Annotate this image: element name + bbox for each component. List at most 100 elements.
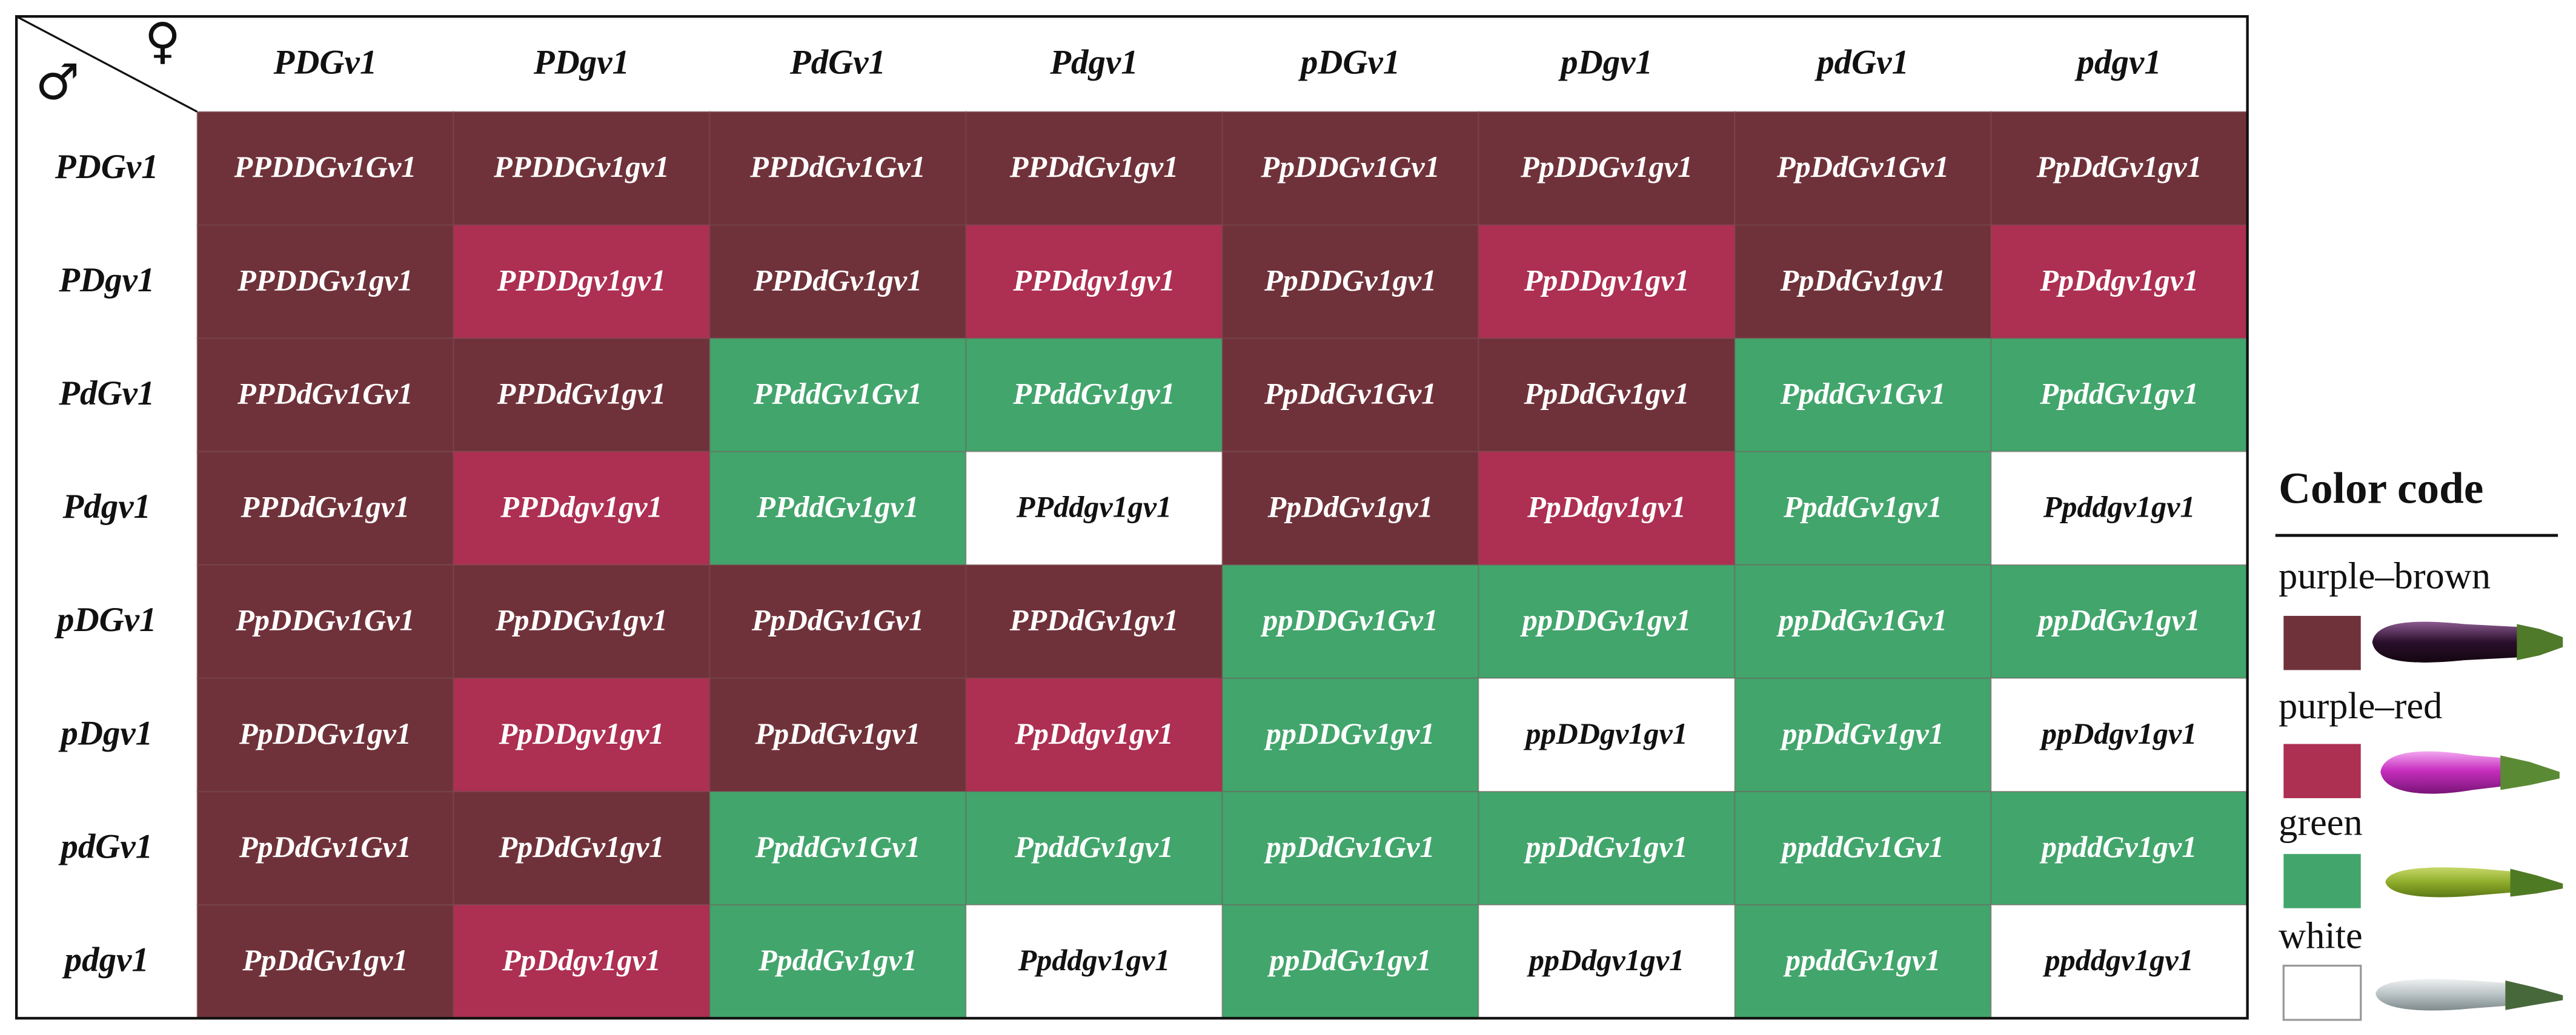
cell <box>453 111 711 226</box>
cell <box>1221 564 1479 680</box>
cell-genotype: PpDdGv1Gv1 <box>1776 150 1949 184</box>
cell-genotype: PpDdGv1gv1 <box>1780 263 1946 297</box>
cell <box>1990 904 2248 1019</box>
cell <box>196 111 454 226</box>
cell-genotype: PpDdGv1gv1 <box>2036 150 2202 184</box>
cell-genotype: PPDdGv1Gv1 <box>749 150 926 184</box>
male-symbol: ♂ <box>35 53 79 111</box>
cell <box>453 791 711 906</box>
cell <box>1478 337 1736 452</box>
cell-genotype: ppddgv1gv1 <box>2043 943 2194 977</box>
cell-genotype: ppDDgv1gv1 <box>1523 716 1687 750</box>
cell <box>709 337 967 452</box>
cell <box>1990 564 2248 680</box>
cell-genotype: PPDdGv1gv1 <box>1009 603 1179 637</box>
cell <box>1478 111 1736 226</box>
cell-genotype: PpDDGv1Gv1 <box>235 603 414 637</box>
cell-genotype: PpDdGv1Gv1 <box>239 830 411 864</box>
cell <box>709 904 967 1019</box>
cell-genotype: PPDdGv1gv1 <box>241 490 410 524</box>
cell <box>709 111 967 226</box>
cell-genotype: PPDDgv1gv1 <box>497 263 666 297</box>
row-header: pDgv1 <box>58 714 153 752</box>
cell <box>1734 677 1992 793</box>
cell <box>1478 791 1736 906</box>
cell-genotype: PpddGv1Gv1 <box>1780 376 1946 410</box>
cell <box>1734 337 1992 452</box>
cell-genotype: PPddGv1Gv1 <box>753 376 923 410</box>
cell-genotype: Ppddgv1gv1 <box>1018 943 1170 977</box>
legend-label: purple–brown <box>2279 555 2491 597</box>
cell-genotype: PpDdgv1gv1 <box>502 943 661 977</box>
cell-genotype: ppDdgv1gv1 <box>1527 943 1684 977</box>
cell-genotype: PpDdGv1gv1 <box>498 830 664 864</box>
cell <box>1990 111 2248 226</box>
cell-genotype: PpDdgv1gv1 <box>1014 716 1173 750</box>
cell-genotype: PpDDGv1gv1 <box>1520 150 1693 184</box>
cell <box>965 337 1223 452</box>
cell <box>1478 904 1736 1019</box>
cell <box>1221 904 1479 1019</box>
cell <box>1990 677 2248 793</box>
cell-genotype: ppDDGv1gv1 <box>1520 603 1691 637</box>
cell <box>1478 224 1736 339</box>
cell-genotype: ppDdGv1gv1 <box>1267 943 1431 977</box>
cell-genotype: PPDdgv1gv1 <box>500 490 662 524</box>
cell-genotype: PPDdGv1Gv1 <box>237 376 413 410</box>
cell-genotype: PpDDGv1gv1 <box>495 603 668 637</box>
column-header: pDgv1 <box>1558 44 1653 82</box>
cell <box>1734 224 1992 339</box>
cell-genotype: ppDDGv1Gv1 <box>1260 603 1438 637</box>
cell <box>709 677 967 793</box>
cell-genotype: PpDdgv1gv1 <box>2039 263 2199 297</box>
cell-genotype: PpDdGv1Gv1 <box>1264 376 1436 410</box>
cell <box>1221 337 1479 452</box>
legend: Color code purple–brown purple–red green wh… <box>2275 463 2563 1021</box>
cell <box>453 224 711 339</box>
cell-genotype: PPDdGv1gv1 <box>497 376 666 410</box>
cell-genotype: ppddGv1gv1 <box>2039 830 2197 864</box>
cell-genotype: PpDDGv1gv1 <box>1264 263 1436 297</box>
cell <box>1221 451 1479 566</box>
cell-genotype: PpDDgv1gv1 <box>1524 263 1690 297</box>
cell-genotype: PpDDgv1gv1 <box>498 716 664 750</box>
cell-genotype: PPDDGv1gv1 <box>237 263 413 297</box>
eggplant-green <box>2385 867 2563 898</box>
cell-genotype: PpDdGv1Gv1 <box>751 603 924 637</box>
cell <box>1734 564 1992 680</box>
cell <box>1221 791 1479 906</box>
cell-genotype: PPDDGv1gv1 <box>493 150 669 184</box>
cell <box>1221 677 1479 793</box>
cell-genotype: PPDDGv1Gv1 <box>234 150 417 184</box>
cell <box>709 451 967 566</box>
cell-genotype: ppDdGv1Gv1 <box>1264 830 1435 864</box>
cell <box>453 337 711 452</box>
legend-swatch <box>2283 744 2361 798</box>
cell-genotype: ppDdGv1gv1 <box>1523 830 1687 864</box>
cell-genotype: PpDdGv1gv1 <box>242 943 408 977</box>
legend-swatch <box>2283 615 2361 670</box>
cell-genotype: PpDDGv1gv1 <box>239 716 411 750</box>
legend-label: white <box>2279 914 2363 956</box>
cell-genotype: Ppddgv1gv1 <box>2043 490 2196 524</box>
cell <box>196 904 454 1019</box>
cell-genotype: PpddGv1gv1 <box>758 943 917 977</box>
cell <box>1221 224 1479 339</box>
cell-genotype: PpDdgv1gv1 <box>1527 490 1686 524</box>
cell <box>965 564 1223 680</box>
cell-genotype: PpDdGv1gv1 <box>754 716 920 750</box>
cell-genotype: PPDdGv1gv1 <box>753 263 923 297</box>
cell <box>709 791 967 906</box>
cell-genotype: PPddGv1gv1 <box>756 490 918 524</box>
eggplant-purple-brown <box>2372 621 2563 663</box>
cell-genotype: PpDdGv1gv1 <box>1267 490 1433 524</box>
punnett-table: PDGv1 PDgv1 PdGv1 Pdgv1 pDGv1 pDgv1 pdGv1 pdgv1… <box>54 44 2248 1019</box>
row-header: pdgv1 <box>62 941 149 979</box>
cell-genotype: ppDdGv1gv1 <box>1779 716 1944 750</box>
cell-genotype: ppDdgv1gv1 <box>2039 716 2197 750</box>
column-header: pdgv1 <box>2074 44 2162 82</box>
cell <box>196 451 454 566</box>
female-symbol: ♀ <box>145 13 181 70</box>
